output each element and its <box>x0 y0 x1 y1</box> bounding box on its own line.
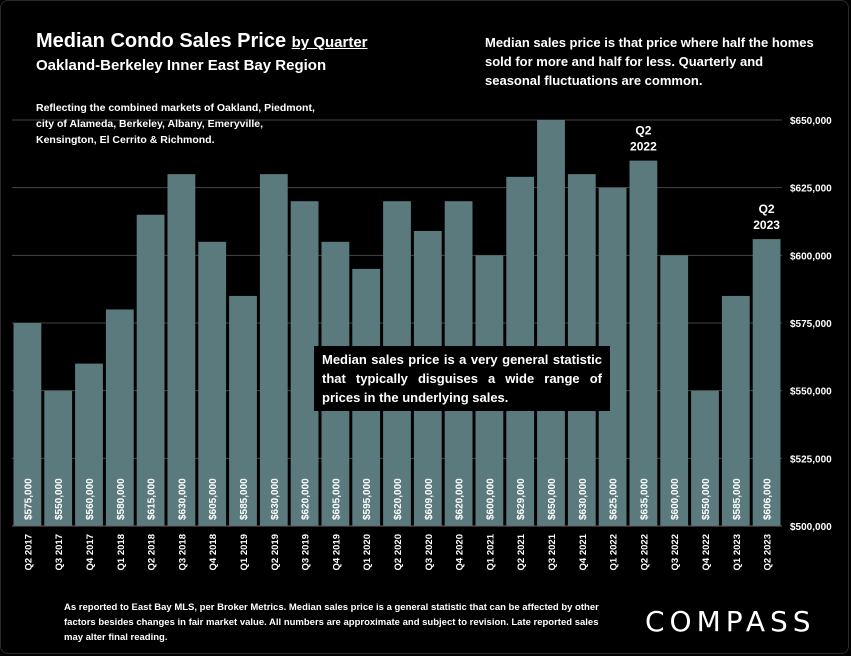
bar-value-label: $615,000 <box>147 478 158 520</box>
bar <box>721 295 750 526</box>
bar-value-label: $606,000 <box>763 478 774 520</box>
median-callout-box: Median sales price is a very general sta… <box>314 346 610 411</box>
x-tick-label: Q2 2022 <box>639 534 650 570</box>
bar-value-label: $605,000 <box>208 478 219 520</box>
x-tick-label: Q3 2018 <box>177 534 188 570</box>
title-main: Median Condo Sales Price <box>36 30 287 52</box>
bar-value-label: $620,000 <box>301 478 312 520</box>
x-tick-label: Q2 2020 <box>393 534 404 570</box>
bar-value-label: $629,000 <box>516 478 527 520</box>
bar-value-label: $585,000 <box>239 478 250 520</box>
y-tick-label: $575,000 <box>790 319 832 330</box>
x-tick-label: Q1 2020 <box>362 534 373 570</box>
bar <box>259 174 288 526</box>
x-tick-label: Q3 2022 <box>670 534 681 570</box>
bar-value-label: $625,000 <box>609 478 620 520</box>
x-tick-label: Q4 2018 <box>208 534 219 570</box>
x-tick-label: Q1 2022 <box>609 534 620 570</box>
bar <box>660 255 689 527</box>
bar-value-label: $595,000 <box>362 478 373 520</box>
bar-value-label: $575,000 <box>23 478 34 520</box>
bar <box>290 201 319 526</box>
bar <box>229 295 257 526</box>
bar-annotation-quarter: Q2 <box>759 202 775 216</box>
x-tick-label: Q3 2017 <box>54 534 65 570</box>
bar <box>629 160 658 526</box>
title-suffix: by Quarter <box>291 34 368 51</box>
x-tick-label: Q3 2020 <box>424 534 435 570</box>
bar <box>75 363 103 526</box>
bar <box>105 309 134 526</box>
x-tick-label: Q1 2019 <box>239 534 250 570</box>
x-tick-label: Q2 2017 <box>23 534 34 570</box>
bar <box>44 390 73 526</box>
y-tick-label: $550,000 <box>790 387 832 398</box>
bar-value-label: $620,000 <box>393 478 404 520</box>
source-footnote: As reported to East Bay MLS, per Broker … <box>64 602 599 643</box>
x-tick-label: Q1 2018 <box>116 534 127 570</box>
bar-value-label: $630,000 <box>270 478 281 520</box>
bar-value-label: $600,000 <box>485 478 496 520</box>
x-tick-label: Q2 2018 <box>147 534 158 570</box>
x-tick-label: Q3 2019 <box>301 534 312 570</box>
bar <box>167 174 196 526</box>
y-tick-label: $650,000 <box>790 116 832 127</box>
bar-value-label: $620,000 <box>455 478 466 520</box>
x-tick-label: Q4 2019 <box>331 534 342 570</box>
y-tick-label: $600,000 <box>790 251 832 262</box>
bar <box>13 323 42 526</box>
x-tick-label: Q4 2021 <box>578 533 589 570</box>
x-tick-label: Q3 2021 <box>547 533 558 570</box>
x-tick-label: Q4 2020 <box>455 534 466 570</box>
bar-annotation-year: 2023 <box>753 218 780 232</box>
compass-logo: COMPASS <box>645 605 816 638</box>
bar-value-label: $600,000 <box>670 478 681 520</box>
x-tick-label: Q4 2022 <box>701 534 712 570</box>
x-tick-label: Q1 2021 <box>485 533 496 570</box>
bar-value-label: $609,000 <box>424 478 435 520</box>
x-tick-label: Q4 2017 <box>85 534 96 570</box>
bar-value-label: $585,000 <box>732 478 743 520</box>
bar <box>691 390 719 526</box>
y-tick-label: $625,000 <box>790 184 832 195</box>
bar <box>752 239 781 527</box>
bar-value-label: $650,000 <box>547 478 558 520</box>
bar-value-label: $630,000 <box>177 478 188 520</box>
x-tick-label: Q2 2019 <box>270 534 281 570</box>
bar <box>198 241 227 527</box>
bar-value-label: $550,000 <box>701 478 712 520</box>
bar <box>537 120 565 526</box>
bar-value-label: $560,000 <box>85 478 96 520</box>
chart-subtitle: Oakland-Berkeley Inner East Bay Region <box>36 57 327 74</box>
bar-annotation-year: 2022 <box>630 140 657 154</box>
x-tick-label: Q2 2021 <box>516 533 527 570</box>
bar-value-label: $630,000 <box>578 478 589 520</box>
chart-title: Median Condo Sales Price by Quarter <box>36 30 368 53</box>
x-tick-label: Q2 2023 <box>763 534 774 570</box>
bar-value-label: $550,000 <box>54 478 65 520</box>
bar-value-label: $580,000 <box>116 478 127 520</box>
bar-annotation-quarter: Q2 <box>635 124 651 138</box>
bar <box>136 214 165 526</box>
x-tick-label: Q1 2023 <box>732 534 743 570</box>
bar-value-label: $635,000 <box>639 478 650 520</box>
y-tick-label: $500,000 <box>790 522 832 533</box>
y-tick-label: $525,000 <box>790 454 832 465</box>
region-description: Reflecting the combined markets of Oakla… <box>36 102 315 146</box>
bar-value-label: $605,000 <box>331 478 342 520</box>
median-definition-note: Median sales price is that price where h… <box>485 35 814 88</box>
